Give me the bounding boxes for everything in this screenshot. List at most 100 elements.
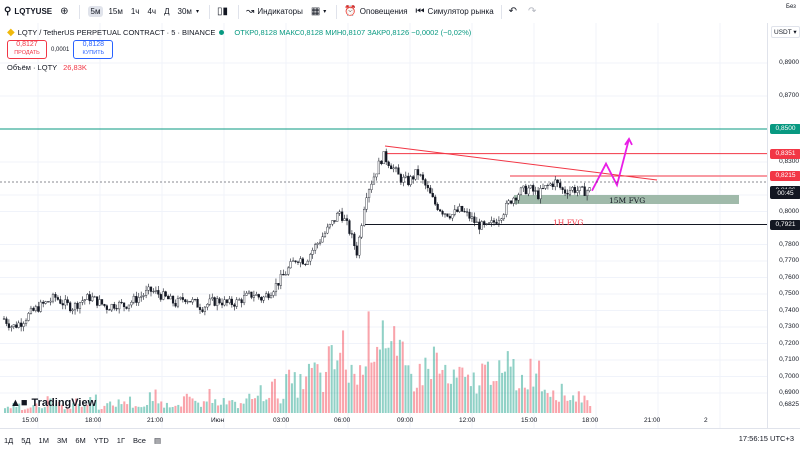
candle-body xyxy=(549,183,552,186)
candle-body xyxy=(44,301,47,304)
price-axis[interactable]: 0,89000,87000,85000,83000,81000,80000,78… xyxy=(767,23,800,428)
chart-pane[interactable] xyxy=(0,23,767,428)
redo-button[interactable]: ↷ xyxy=(524,0,543,23)
volume-bar xyxy=(32,405,35,413)
fvg-15m-zone xyxy=(514,195,739,204)
volume-bar xyxy=(330,345,333,413)
candle-body xyxy=(103,303,106,306)
chart-type-button[interactable]: ▯▮ xyxy=(213,0,235,23)
volume-bar xyxy=(86,404,89,413)
candle-body xyxy=(252,295,255,298)
candle-body xyxy=(380,160,383,165)
candle-body xyxy=(49,300,52,303)
range-all[interactable]: Все xyxy=(133,436,146,445)
chevron-down-icon[interactable]: ▾ xyxy=(195,9,199,15)
chart-legend[interactable]: ◆ LQTY / TetherUS PERPETUAL CONTRACT · 5… xyxy=(7,27,471,38)
range-ytd[interactable]: YTD xyxy=(93,436,109,445)
timeframe-1d[interactable]: Д xyxy=(164,7,170,16)
volume-bar xyxy=(154,389,157,413)
candle-body xyxy=(578,186,581,191)
time-axis-label: 18:00 xyxy=(582,417,599,424)
candle-body xyxy=(559,182,562,188)
trendline xyxy=(384,145,658,181)
price-candles xyxy=(2,148,591,332)
candle-body xyxy=(568,190,572,195)
candle-body xyxy=(488,222,491,224)
candle-body xyxy=(392,167,395,170)
range-1m[interactable]: 1М xyxy=(38,436,49,445)
candle-body xyxy=(390,165,393,170)
currency-select[interactable]: USDT ▾ xyxy=(771,26,800,38)
volume-bar xyxy=(540,391,543,413)
symbol-search-button[interactable]: ⚲ LQTYUSE xyxy=(4,6,53,17)
volume-bar xyxy=(157,403,160,413)
add-symbol-button[interactable]: ⊕ xyxy=(56,0,75,23)
candle-body xyxy=(321,236,324,243)
date-range-icon[interactable]: ▤ xyxy=(153,436,162,445)
timeframe-30m[interactable]: 30м xyxy=(177,7,192,16)
volume-bar xyxy=(526,389,529,413)
candle-body xyxy=(573,187,576,193)
candle-body xyxy=(100,299,104,305)
candle-body xyxy=(510,200,513,204)
volume-bar xyxy=(520,374,524,413)
candle-body xyxy=(32,307,35,311)
indicators-button[interactable]: ↝ Индикаторы xyxy=(245,6,303,17)
candle-body xyxy=(29,307,33,314)
chart-canvas[interactable] xyxy=(0,23,767,428)
volume-bar xyxy=(117,399,120,413)
candle-body xyxy=(71,309,74,312)
volume-bar xyxy=(259,385,262,413)
volume-bar xyxy=(273,378,276,413)
clock-timezone[interactable]: 17:56:15 UTC+3 xyxy=(738,434,794,443)
candle-body xyxy=(265,293,268,298)
tradingview-logo[interactable]: ▲■ TradingView xyxy=(10,397,97,409)
replay-button[interactable]: ⏮ Симулятор рынка xyxy=(415,6,494,17)
timeframe-1h[interactable]: 1ч xyxy=(130,7,140,16)
volume-bar xyxy=(461,367,464,413)
volume-legend[interactable]: Объём · LQTY 26,83K xyxy=(7,63,87,72)
price-levels xyxy=(0,128,767,226)
volume-bar xyxy=(586,400,589,413)
candle-body xyxy=(108,309,111,311)
undo-button[interactable]: ↶ xyxy=(505,0,524,23)
candle-body xyxy=(39,301,42,312)
timeframe-15m[interactable]: 15м xyxy=(108,7,123,16)
templates-button[interactable]: ▦ ▾ xyxy=(307,0,333,23)
volume-bar xyxy=(452,369,455,413)
candle-body xyxy=(76,302,79,309)
candle-body xyxy=(164,291,167,297)
timeframe-4h[interactable]: 4ч xyxy=(147,7,157,16)
price-axis-label: 0,7200 xyxy=(779,339,799,347)
candle-body xyxy=(519,187,523,195)
price-axis-label: 0,7700 xyxy=(779,257,799,264)
undo-icon: ↶ xyxy=(508,6,518,17)
alerts-button[interactable]: ⏰ Оповещения xyxy=(344,6,408,17)
candle-body xyxy=(277,283,280,286)
chevron-down-icon: ▾ xyxy=(323,9,327,15)
range-6m[interactable]: 6М xyxy=(75,436,86,445)
time-axis-label: 12:00 xyxy=(459,417,476,424)
volume-bar xyxy=(140,407,143,413)
range-5d[interactable]: 5Д xyxy=(21,436,31,445)
sell-button[interactable]: 0,8127 ПРОДАТЬ xyxy=(7,40,47,59)
time-axis-label: 15:00 xyxy=(521,417,538,424)
range-1d[interactable]: 1Д xyxy=(4,436,14,445)
candle-body xyxy=(419,174,422,176)
range-3m[interactable]: 3М xyxy=(56,436,68,445)
time-axis-label: 21:00 xyxy=(644,417,661,424)
candle-body xyxy=(407,175,410,186)
volume-bar xyxy=(432,346,435,413)
candle-body xyxy=(402,176,405,183)
volume-bar xyxy=(256,395,259,413)
candle-body xyxy=(537,190,540,199)
candle-body xyxy=(527,187,530,195)
volume-bar xyxy=(137,406,140,413)
timeframe-5m[interactable]: 5м xyxy=(87,6,104,17)
buy-button[interactable]: 0,8128 КУПИТЬ xyxy=(73,40,114,59)
volume-legend-label: Объём · LQTY xyxy=(7,63,58,72)
range-1y[interactable]: 1Г xyxy=(116,436,126,445)
candle-body xyxy=(375,173,378,178)
volume-bar xyxy=(367,311,370,413)
candle-body xyxy=(348,220,351,234)
